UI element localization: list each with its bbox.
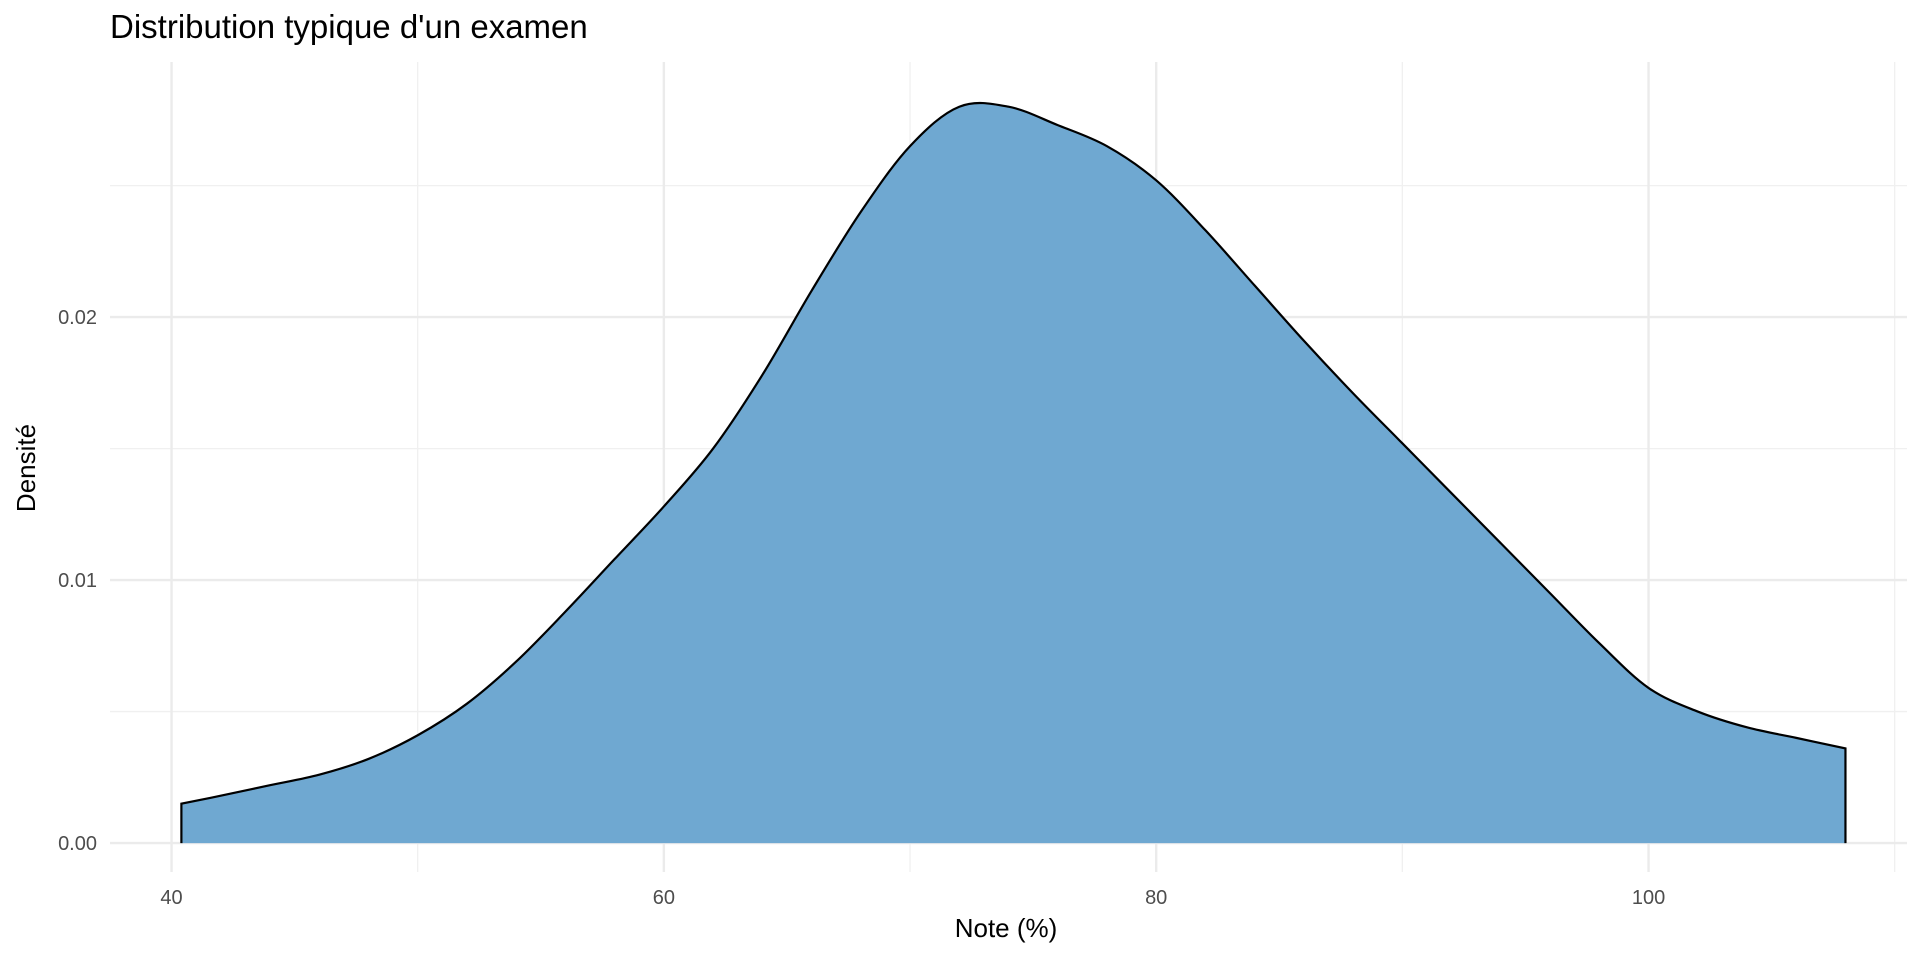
y-axis-title: Densité bbox=[11, 424, 41, 512]
y-tick-label: 0.00 bbox=[58, 833, 97, 855]
y-tick-label: 0.01 bbox=[58, 570, 97, 592]
density-line bbox=[180, 101, 1847, 844]
x-axis-ticks: 40 60 80 100 bbox=[160, 887, 1665, 909]
y-tick-label: 0.02 bbox=[58, 307, 97, 329]
x-tick-label: 100 bbox=[1632, 887, 1665, 909]
chart-title: Distribution typique d'un examen bbox=[110, 8, 588, 45]
y-axis-ticks: 0.00 0.01 0.02 bbox=[58, 307, 97, 855]
density-area bbox=[181, 102, 1846, 844]
x-axis-title: Note (%) bbox=[955, 913, 1058, 943]
x-tick-label: 60 bbox=[653, 887, 675, 909]
x-tick-label: 40 bbox=[160, 887, 182, 909]
x-tick-label: 80 bbox=[1145, 887, 1167, 909]
